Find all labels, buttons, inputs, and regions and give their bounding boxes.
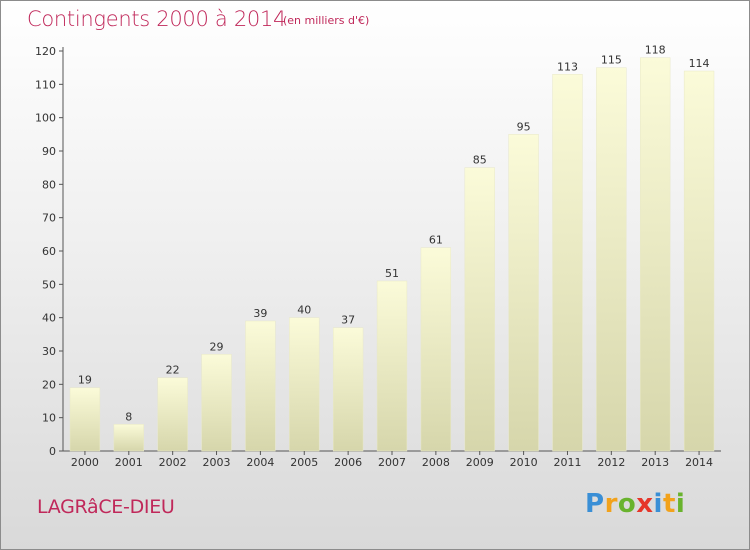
data-label: 37 — [341, 314, 355, 327]
bar — [69, 387, 101, 452]
data-label: 51 — [385, 267, 399, 280]
chart-subtitle: (en milliers d'€) — [283, 14, 370, 27]
bar — [376, 280, 408, 452]
logo-letter: o — [617, 489, 637, 519]
x-tick-label: 2004 — [246, 456, 274, 469]
bar — [508, 134, 539, 452]
bar — [420, 247, 452, 452]
x-tick-label: 2014 — [685, 456, 713, 469]
data-label: 22 — [166, 364, 180, 377]
logo-letter: i — [653, 489, 663, 519]
y-tick-label: 110 — [35, 78, 56, 91]
bar — [201, 354, 232, 452]
logo-letter: i — [675, 489, 686, 519]
x-tick-label: 2011 — [553, 456, 581, 469]
x-tick-label: 2000 — [71, 456, 99, 469]
bar — [289, 317, 320, 452]
bar — [683, 70, 715, 452]
logo-letter: t — [662, 489, 676, 519]
y-tick-label: 0 — [49, 445, 56, 458]
x-tick-label: 2010 — [510, 456, 538, 469]
data-label: 113 — [557, 60, 578, 73]
y-tick-label: 30 — [42, 345, 56, 358]
proxiti-logo: Proxiti — [585, 489, 685, 519]
bar — [552, 74, 583, 452]
bar — [596, 67, 627, 452]
bar — [113, 424, 144, 452]
x-tick-label: 2007 — [378, 456, 406, 469]
logo-letter: P — [585, 489, 605, 519]
x-tick-label: 2012 — [597, 456, 625, 469]
data-label: 40 — [297, 304, 311, 317]
data-label: 19 — [78, 374, 92, 387]
bar — [157, 377, 188, 452]
bar — [332, 327, 364, 452]
data-label: 61 — [429, 234, 443, 247]
data-label: 115 — [601, 54, 622, 67]
logo-letter: x — [636, 489, 654, 519]
y-tick-label: 60 — [42, 245, 56, 258]
y-tick-label: 40 — [42, 312, 56, 325]
bar — [245, 320, 276, 452]
data-label: 85 — [473, 154, 487, 167]
x-tick-label: 2002 — [159, 456, 187, 469]
data-label: 29 — [210, 340, 224, 353]
logo-letter: r — [604, 489, 618, 519]
chart-title: Contingents 2000 à 2014 — [27, 7, 287, 31]
x-tick-label: 2003 — [203, 456, 231, 469]
y-tick-label: 100 — [35, 112, 56, 125]
commune-name: LAGRâCE-DIEU — [37, 496, 175, 518]
bar-chart: 0 10 20 30 40 50 60 70 80 90 100 110 120 19 2000 8 2001 2… — [35, 44, 721, 469]
y-tick-label: 20 — [42, 378, 56, 391]
data-label: 114 — [689, 57, 710, 70]
bar — [640, 57, 671, 452]
data-label: 8 — [125, 410, 132, 423]
x-tick-label: 2001 — [115, 456, 143, 469]
data-label: 39 — [253, 307, 267, 320]
y-tick-label: 50 — [42, 278, 56, 291]
y-tick-label: 10 — [42, 412, 56, 425]
x-tick-label: 2013 — [641, 456, 669, 469]
x-tick-label: 2005 — [290, 456, 318, 469]
x-tick-label: 2009 — [466, 456, 494, 469]
data-label: 95 — [517, 120, 531, 133]
y-tick-label: 90 — [42, 145, 56, 158]
data-label: 118 — [645, 44, 666, 57]
x-tick-label: 2008 — [422, 456, 450, 469]
x-tick-label: 2006 — [334, 456, 362, 469]
bar — [464, 167, 495, 452]
y-tick-label: 80 — [42, 178, 56, 191]
y-tick-label: 70 — [42, 212, 56, 225]
y-tick-label: 120 — [35, 45, 56, 58]
